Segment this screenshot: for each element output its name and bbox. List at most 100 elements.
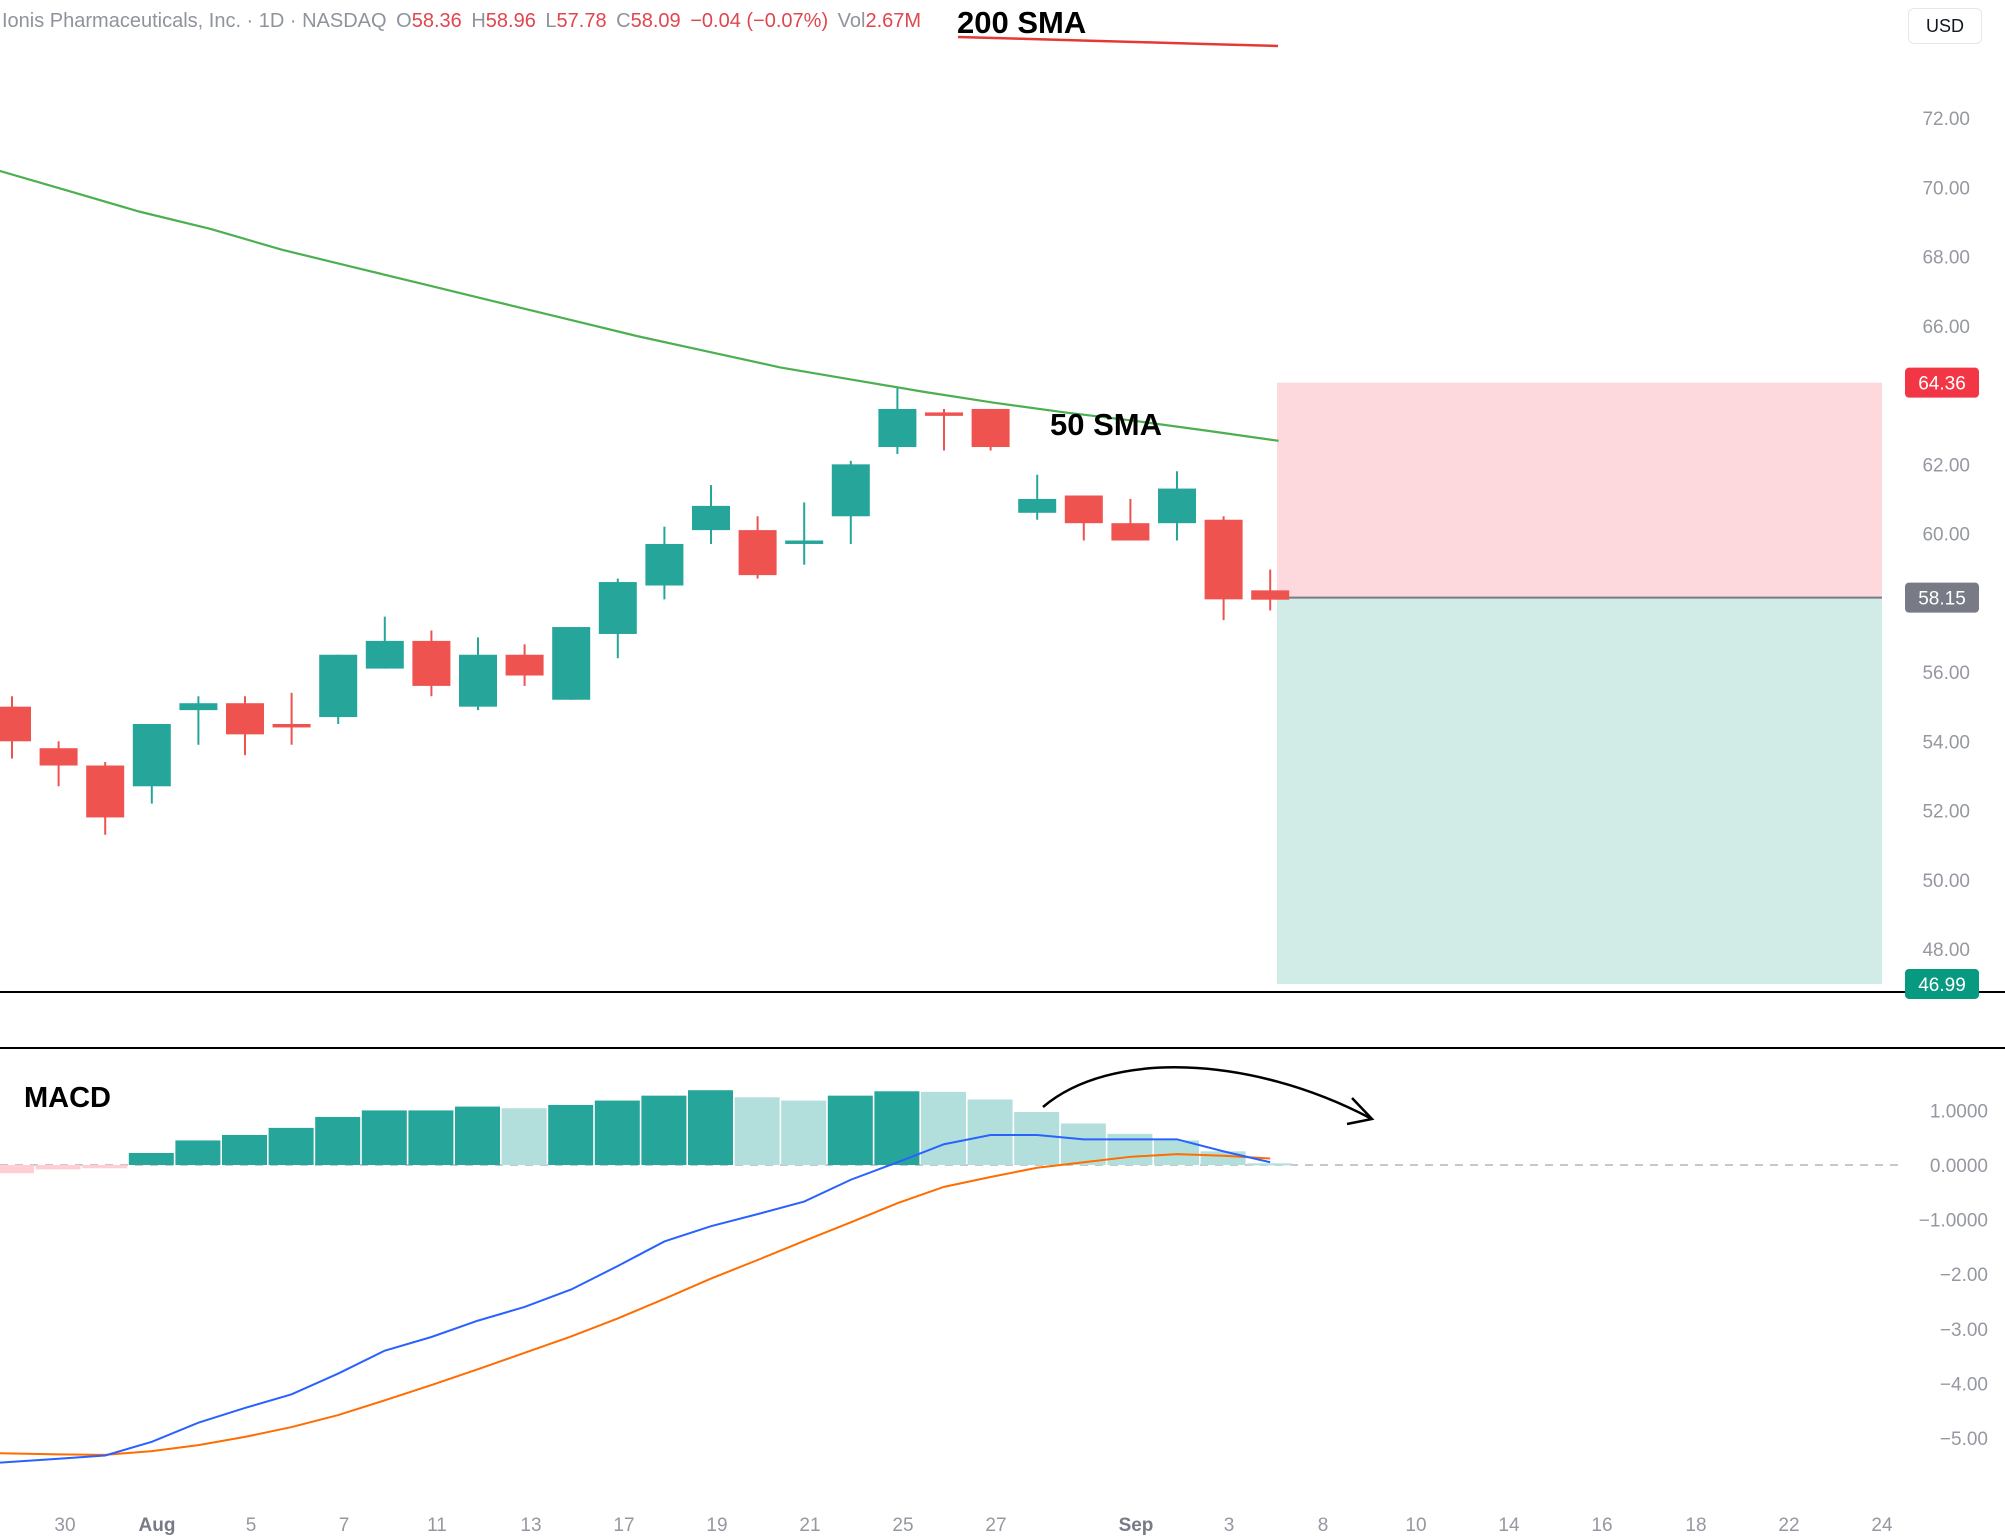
- sma200-label: 200 SMA: [957, 5, 1086, 40]
- candle: [0, 696, 31, 759]
- macd-histogram-bar: [315, 1116, 361, 1165]
- price-tick-label: 48.00: [1922, 940, 1970, 961]
- stop-loss-zone: [1277, 382, 1882, 598]
- candle: [132, 723, 171, 804]
- target-price-badge-box: [1905, 968, 1979, 999]
- close-value: 58.09: [630, 10, 681, 32]
- macd-tick-label: −5.00: [1940, 1429, 1988, 1450]
- time-tick-label: 19: [706, 1515, 727, 1536]
- macd-histogram-bar: [1247, 1163, 1293, 1166]
- time-tick-label: Aug: [139, 1515, 176, 1536]
- candle: [645, 526, 684, 600]
- volume-label: Vol: [837, 10, 866, 32]
- candle-body: [971, 408, 1010, 448]
- macd-lines: [0, 1133, 1271, 1464]
- price-tick-label: 62.00: [1922, 455, 1970, 476]
- macd-histogram-bar: [361, 1110, 407, 1165]
- time-tick-label: 21: [799, 1515, 820, 1536]
- candle-body: [179, 703, 218, 711]
- candle: [319, 654, 358, 724]
- candle-body: [1064, 495, 1103, 524]
- candle: [412, 630, 451, 697]
- sma200-line: [957, 35, 1279, 48]
- low-value: 57.78: [556, 10, 607, 32]
- macd-line: [0, 1133, 1271, 1464]
- macd-histogram-bar: [1014, 1112, 1060, 1165]
- profit-target-zone: [1277, 597, 1882, 984]
- arrow-curve: [1042, 1066, 1371, 1120]
- arrow-head: [1346, 1097, 1375, 1126]
- open-label: O: [396, 10, 412, 32]
- macd-histogram-bar: [1200, 1151, 1246, 1165]
- candle-body: [459, 654, 497, 707]
- price-tick-label: 56.00: [1922, 663, 1970, 684]
- time-tick-label: Sep: [1119, 1515, 1154, 1536]
- candle-body: [598, 582, 637, 634]
- price-tick-label: 72.00: [1922, 109, 1970, 130]
- macd-histogram-bar: [594, 1100, 640, 1165]
- macd-histogram-bar: [175, 1140, 221, 1165]
- candle-body: [1158, 488, 1196, 524]
- candle: [459, 637, 497, 711]
- price-badges: 64.36 58.15 46.99: [1905, 367, 1979, 999]
- candle-body: [738, 530, 777, 576]
- entry-price-badge-text: 58.15: [1918, 589, 1966, 610]
- entry-price-badge: 58.15: [1905, 582, 1979, 613]
- time-tick-label: 18: [1685, 1515, 1706, 1536]
- candle: [552, 627, 591, 700]
- time-tick-label: 14: [1498, 1515, 1520, 1536]
- candle-body: [645, 543, 684, 586]
- macd-histogram-bar: [408, 1110, 454, 1165]
- candle-body: [505, 654, 544, 676]
- time-tick-label: 13: [520, 1515, 541, 1536]
- macd-histogram-bar: [641, 1095, 687, 1165]
- macd-histogram-bar: [268, 1127, 314, 1165]
- low-label: L: [545, 10, 557, 32]
- macd-tick-label: 1.0000: [1930, 1101, 1988, 1122]
- risk-reward-zones: [1255, 382, 1882, 984]
- change-value: −0.04 (−0.07%): [690, 10, 829, 32]
- candle: [1111, 498, 1150, 541]
- symbol-header: Ionis Pharmaceuticals, Inc. · 1D · NASDA…: [2, 10, 925, 33]
- price-tick-label: 66.00: [1922, 317, 1970, 338]
- sma50-label: 50 SMA: [1050, 407, 1162, 442]
- high-value: 58.96: [485, 10, 536, 32]
- currency-button[interactable]: USD: [1908, 8, 1982, 44]
- candle-body: [1018, 498, 1057, 513]
- macd-label: MACD: [24, 1082, 111, 1114]
- volume-value: 2.67M: [865, 10, 922, 32]
- macd-histogram-bar: [548, 1104, 594, 1165]
- candle: [365, 616, 404, 669]
- macd-tick-label: −4.00: [1940, 1374, 1988, 1395]
- sma50-line: [0, 169, 1279, 442]
- price-axis: 72.00 70.00 68.00 66.00 62.00 60.00 56.00 54.00…: [1922, 109, 1970, 961]
- macd-histogram-bar: [874, 1091, 920, 1165]
- pane-dividers: [0, 991, 2005, 1049]
- stop-price-badge: 64.36: [1905, 367, 1979, 398]
- time-tick-label: 30: [54, 1515, 75, 1536]
- macd-tick-label: −3.00: [1940, 1320, 1988, 1341]
- candle-body: [1204, 519, 1243, 600]
- open-value: 58.36: [411, 10, 462, 32]
- candle-body: [319, 654, 358, 718]
- candle-body: [878, 408, 917, 448]
- macd-histogram-bar: [0, 1165, 34, 1174]
- candle-body: [365, 640, 404, 669]
- macd-tick-label: 0.0000: [1930, 1156, 1988, 1177]
- candle: [785, 502, 824, 565]
- time-axis: 30 Aug 5 7 11 13 17 19 21 25 27 Sep 3 8 10 14 16 18 22 24: [54, 1515, 1893, 1536]
- high-label: H: [471, 10, 486, 32]
- macd-histogram-bar: [128, 1152, 174, 1165]
- macd-histogram-bar: [82, 1165, 128, 1169]
- candle: [831, 460, 870, 544]
- candle-body: [925, 412, 963, 416]
- time-tick-label: 5: [246, 1515, 257, 1536]
- close-label: C: [616, 10, 631, 32]
- time-tick-label: 24: [1871, 1515, 1893, 1536]
- curved-arrow: [1042, 1066, 1375, 1126]
- time-tick-label: 8: [1318, 1515, 1329, 1536]
- candle: [878, 388, 917, 454]
- time-tick-label: 25: [892, 1515, 913, 1536]
- macd-histogram-bar: [921, 1091, 966, 1165]
